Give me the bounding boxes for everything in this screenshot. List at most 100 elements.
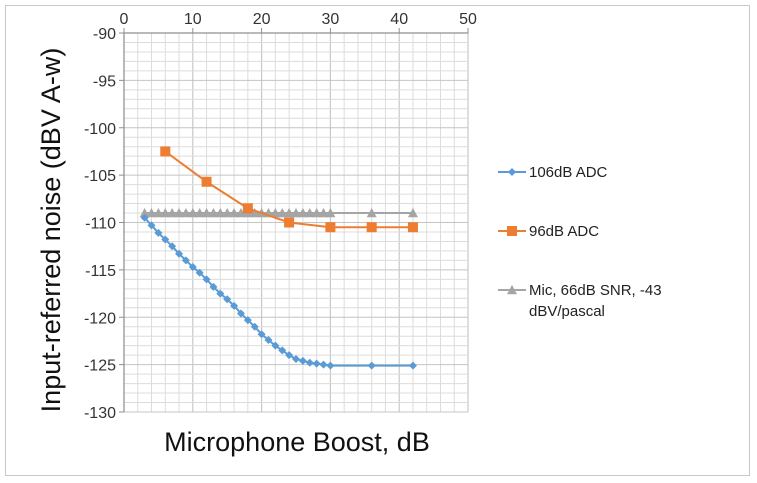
series-triangle [139, 208, 418, 218]
data-point-square [507, 226, 517, 236]
y-tick-label: -120 [84, 310, 116, 327]
legend: 106dB ADC 96dB ADC Mic, 66dB SNR, -43 dBV/p… [498, 164, 662, 320]
data-point-triangle [270, 208, 281, 218]
data-point-diamond [278, 346, 287, 355]
data-point-diamond [408, 361, 417, 370]
data-point-diamond [312, 359, 321, 368]
data-point-triangle [139, 208, 150, 218]
legend-label: dBV/pascal [529, 303, 605, 320]
data-point-diamond [508, 168, 516, 176]
data-point-diamond [271, 341, 280, 350]
data-point-diamond [154, 228, 163, 237]
data-point-triangle [229, 208, 240, 218]
data-point-triangle [146, 208, 157, 218]
legend-item: 106dB ADC [498, 164, 608, 181]
data-point-triangle [304, 208, 315, 218]
data-point-triangle [167, 208, 178, 218]
y-tick-label: -100 [84, 121, 116, 138]
data-point-triangle [187, 208, 198, 218]
data-point-diamond [168, 242, 177, 251]
x-tick-label: 50 [459, 11, 477, 28]
data-point-triangle [215, 208, 226, 218]
data-point-triangle [297, 208, 308, 218]
data-point-diamond [292, 354, 300, 363]
data-point-diamond [250, 322, 259, 331]
data-point-triangle [291, 208, 301, 218]
data-point-diamond [243, 316, 252, 325]
series-layer [139, 146, 418, 370]
x-tick-label: 10 [184, 11, 202, 28]
y-tick-label: -130 [84, 405, 116, 422]
data-point-triangle [174, 208, 185, 218]
data-point-square [407, 222, 418, 233]
x-tick-label: 20 [253, 11, 271, 28]
data-point-diamond [367, 361, 376, 370]
data-point-square [284, 217, 295, 228]
data-point-triangle [507, 285, 517, 295]
data-point-diamond [264, 335, 273, 344]
data-point-diamond [257, 330, 266, 339]
data-point-triangle [153, 208, 164, 218]
data-point-square [242, 203, 253, 214]
legend-label: Mic, 66dB SNR, -43 [529, 282, 662, 299]
data-point-diamond [216, 289, 225, 298]
axes [119, 28, 469, 413]
chart-frame [5, 5, 750, 476]
data-point-triangle [201, 208, 212, 218]
legend-label: 96dB ADC [529, 223, 599, 240]
series-line [143, 217, 413, 367]
data-point-diamond [175, 249, 184, 258]
data-point-triangle [407, 208, 418, 218]
y-tick-label: -125 [84, 358, 116, 375]
series-square [160, 146, 418, 233]
y-axis-title: Input-referred noise (dBV A-w) [36, 48, 66, 413]
data-point-diamond [223, 295, 232, 304]
data-point-diamond [147, 221, 156, 230]
data-point-diamond [236, 309, 245, 318]
data-point-triangle [311, 208, 322, 218]
data-point-diamond [326, 361, 335, 370]
data-point-triangle [277, 208, 288, 218]
y-tick-label: -110 [85, 216, 116, 233]
data-point-diamond [209, 282, 218, 291]
series-diamond [140, 213, 417, 370]
data-point-diamond [319, 360, 328, 369]
data-point-diamond [298, 356, 307, 365]
data-point-diamond [188, 263, 197, 272]
data-point-square [201, 176, 212, 187]
data-point-diamond [181, 256, 190, 265]
legend-item: 96dB ADC [498, 223, 599, 240]
x-tick-label: 30 [322, 11, 340, 28]
data-point-diamond [161, 235, 170, 244]
x-tick-label: 40 [390, 11, 408, 28]
data-point-triangle [235, 208, 246, 218]
data-point-diamond [202, 275, 211, 284]
x-tick-label: 0 [120, 11, 129, 28]
data-point-triangle [180, 208, 191, 218]
legend-item: Mic, 66dB SNR, -43 dBV/pascal [498, 282, 662, 320]
data-point-triangle [222, 208, 233, 218]
data-point-triangle [366, 208, 377, 218]
x-axis-title: Microphone Boost, dB [164, 427, 430, 457]
data-point-triangle [160, 208, 171, 218]
data-point-diamond [285, 351, 294, 360]
y-tick-label: -90 [93, 26, 116, 43]
data-point-triangle [284, 208, 295, 218]
data-point-square [160, 146, 171, 157]
tick-labels: 0 10 20 30 40 50 -90 -95 -100 -105 -110 -115 -120 -12… [84, 11, 477, 422]
data-point-triangle [208, 208, 219, 218]
data-point-diamond [230, 301, 239, 310]
data-point-diamond [195, 268, 204, 277]
data-point-square [325, 222, 336, 233]
data-point-diamond [305, 358, 314, 367]
data-point-triangle [249, 208, 260, 218]
y-tick-label: -105 [84, 168, 116, 185]
y-tick-label: -95 [93, 73, 116, 90]
legend-label: 106dB ADC [529, 164, 608, 181]
y-tick-label: -115 [85, 263, 116, 280]
data-point-triangle [318, 208, 329, 218]
data-point-triangle [325, 208, 336, 218]
data-point-square [366, 222, 377, 233]
data-point-diamond [140, 213, 149, 222]
